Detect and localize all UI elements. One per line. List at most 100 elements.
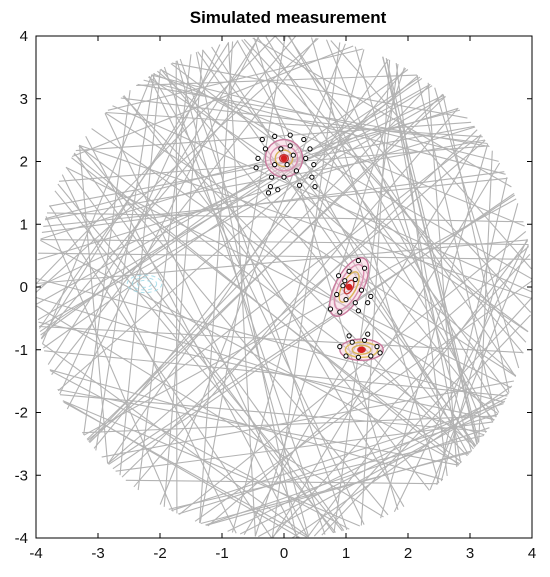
measurement-line — [427, 82, 458, 468]
measurement-line — [41, 171, 505, 233]
data-point — [287, 132, 293, 138]
measurement-line — [36, 305, 384, 518]
measurement-line — [87, 134, 482, 441]
measurement-line — [143, 79, 506, 175]
measurement-line — [83, 198, 517, 436]
measurement-line — [40, 107, 459, 240]
data-point — [365, 331, 371, 337]
source-contour — [351, 344, 372, 355]
data-point — [312, 184, 318, 190]
measurement-line — [36, 94, 445, 289]
measurement-line — [416, 74, 497, 418]
measurement-line — [107, 139, 486, 465]
measurement-line — [65, 166, 335, 534]
measurement-line — [206, 450, 472, 526]
data-point — [281, 174, 287, 180]
data-point — [362, 265, 368, 271]
faint-artifact — [126, 274, 163, 294]
measurement-line — [112, 105, 532, 293]
measurement-line — [78, 144, 109, 464]
source-contour — [343, 279, 355, 295]
measurement-line — [211, 46, 476, 448]
measurement-line — [151, 74, 405, 507]
data-point — [269, 174, 275, 180]
data-point — [278, 146, 284, 152]
measurement-line — [44, 139, 486, 221]
data-point — [352, 276, 358, 283]
data-point — [342, 278, 348, 284]
data-point — [346, 333, 352, 339]
measurement-line — [271, 42, 341, 538]
data-point — [349, 339, 355, 345]
measurement-line — [136, 74, 417, 86]
measurement-line — [325, 39, 487, 433]
measurement-line — [175, 60, 178, 514]
data-point — [303, 155, 309, 161]
data-point — [253, 165, 259, 171]
measurement-line — [171, 62, 468, 119]
source-center — [345, 283, 353, 291]
data-point — [259, 136, 265, 143]
data-point — [365, 300, 371, 306]
measurement-line — [274, 36, 532, 313]
measurement-line — [151, 74, 499, 162]
measurement-line — [46, 212, 524, 223]
measurement-line — [39, 76, 421, 333]
measurement-line — [200, 451, 471, 525]
measurement-lines — [36, 36, 532, 538]
data-point — [307, 146, 313, 152]
y-tick-label: 3 — [20, 91, 28, 108]
data-point — [337, 344, 343, 350]
measurement-line — [45, 109, 461, 220]
data-point — [358, 287, 365, 293]
measurement-line — [91, 128, 499, 415]
data-point — [355, 354, 361, 360]
chart-title: Simulated measurement — [190, 8, 387, 27]
measurement-line — [71, 157, 462, 463]
measurement-line — [37, 85, 433, 321]
artifact-contour — [131, 277, 158, 291]
measurement-line — [436, 177, 508, 485]
measurement-line — [178, 413, 498, 515]
measurement-line — [123, 95, 430, 491]
data-point — [309, 174, 315, 180]
measurement-line — [71, 45, 354, 158]
measurement-line — [148, 75, 365, 525]
x-tick-label: -4 — [29, 545, 42, 562]
measurement-line — [85, 136, 299, 538]
data-point — [343, 297, 349, 303]
measurement-line — [38, 321, 495, 421]
y-tick-label: 1 — [20, 216, 28, 233]
data-point — [272, 133, 278, 139]
measurement-line — [57, 183, 343, 532]
measurement-line — [125, 479, 439, 485]
measurement-line — [49, 370, 350, 530]
measurement-line — [45, 216, 174, 512]
measurement-line — [37, 126, 476, 261]
source-center — [280, 155, 288, 162]
measurement-line — [59, 394, 487, 433]
data-point — [275, 187, 281, 193]
y-tick-label: 2 — [20, 154, 28, 171]
x-tick-label: 0 — [280, 545, 288, 562]
data-point — [293, 168, 299, 174]
source-points — [253, 132, 383, 360]
y-tick-label: -2 — [15, 405, 28, 422]
measurement-line — [47, 37, 260, 365]
data-point — [272, 162, 278, 168]
x-tick-label: -3 — [91, 545, 104, 562]
data-point — [265, 190, 272, 196]
x-tick-label: -2 — [153, 545, 166, 562]
data-point — [290, 152, 296, 158]
measurement-line — [42, 343, 309, 538]
data-point — [284, 162, 290, 168]
data-point — [368, 353, 374, 359]
measurement-line — [40, 36, 296, 340]
artifact-contour — [137, 279, 152, 288]
measurement-line — [36, 36, 276, 285]
data-point — [255, 155, 261, 161]
data-point — [327, 306, 334, 312]
measurement-line — [115, 421, 494, 472]
data-point — [262, 146, 268, 152]
